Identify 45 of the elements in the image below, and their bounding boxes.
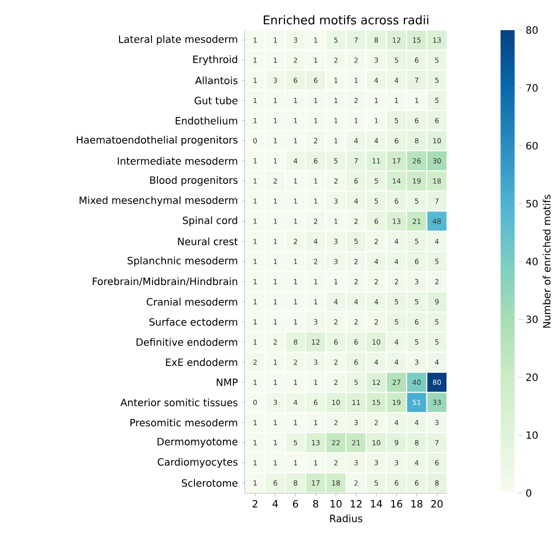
y-tick-label: Neural crest bbox=[178, 237, 238, 246]
x-axis-title: Radius bbox=[330, 514, 362, 522]
x-tick-label: 10 bbox=[330, 500, 342, 508]
y-tick-label: Haematoendothelial progenitors bbox=[76, 136, 238, 146]
y-tick-label: Allantois bbox=[195, 76, 238, 84]
color-bar-label: 0 bbox=[526, 489, 532, 497]
y-tick-label: Splanchnic mesoderm bbox=[128, 256, 238, 266]
color-bar-label: 60 bbox=[526, 142, 538, 150]
y-tick-label: NMP bbox=[216, 378, 238, 386]
color-bar-label: 70 bbox=[526, 84, 538, 92]
y-tick-label: Cranial mesoderm bbox=[146, 298, 238, 306]
color-bar-title: Number of enriched motifs bbox=[542, 194, 551, 328]
y-tick-label: Anterior somitic tissues bbox=[120, 398, 238, 406]
y-tick-label: Intermediate mesoderm bbox=[118, 156, 238, 165]
color-bar-label: 80 bbox=[526, 26, 538, 34]
y-tick-label: Endothelium bbox=[176, 116, 238, 124]
x-tick-label: 18 bbox=[411, 500, 422, 508]
x-tick-label: 14 bbox=[371, 500, 382, 508]
y-tick-label: Forebrain/Midbrain/Hindbrain bbox=[92, 277, 238, 286]
y-tick-label: Presomitic mesoderm bbox=[130, 418, 238, 426]
y-tick-label: Surface ectoderm bbox=[149, 318, 238, 326]
y-tick-label: Cardiomyocytes bbox=[158, 458, 238, 468]
color-bar-label: 50 bbox=[526, 200, 538, 208]
y-tick-label: Sclerotome bbox=[182, 479, 238, 487]
y-tick-label: Erythroid bbox=[193, 55, 238, 66]
x-tick-label: 2 bbox=[252, 500, 258, 508]
color-bar-label: 30 bbox=[526, 316, 538, 324]
y-tick-label: Mixed mesenchymal mesoderm bbox=[80, 196, 238, 206]
x-tick-label: 4 bbox=[272, 500, 278, 508]
y-tick-label: Spinal cord bbox=[182, 216, 238, 226]
color-bar-label: 20 bbox=[526, 373, 538, 382]
x-tick-label: 8 bbox=[313, 500, 318, 508]
x-tick-label: 16 bbox=[391, 500, 402, 508]
color-bar-label: 10 bbox=[526, 431, 538, 439]
y-tick-label: Definitive endoderm bbox=[136, 338, 238, 346]
color-bar-label: 40 bbox=[526, 258, 538, 266]
y-tick-label: Dermomyotome bbox=[158, 438, 238, 448]
y-tick-label: Gut tube bbox=[194, 96, 238, 104]
y-tick-label: Lateral plate mesoderm bbox=[119, 35, 238, 45]
x-tick-label: 6 bbox=[293, 500, 298, 508]
x-tick-label: 12 bbox=[350, 500, 362, 508]
chart-title: Enriched motifs across radii bbox=[264, 15, 428, 24]
x-tick-label: 20 bbox=[431, 500, 443, 508]
y-tick-label: Blood progenitors bbox=[150, 176, 238, 186]
y-tick-label: ExE endoderm bbox=[166, 358, 238, 366]
